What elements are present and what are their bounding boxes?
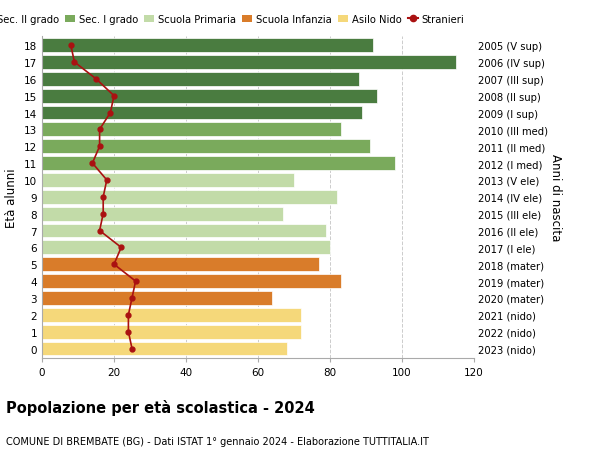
Bar (42, 190, 337, 204)
Bar (42, 308, 301, 322)
Bar (42, 174, 294, 187)
Bar (42, 291, 272, 305)
Y-axis label: Anni di nascita: Anni di nascita (549, 154, 562, 241)
Bar (42, 73, 359, 86)
Y-axis label: Età alunni: Età alunni (5, 168, 19, 227)
Bar (42, 224, 326, 238)
Text: COMUNE DI BREMBATE (BG) - Dati ISTAT 1° gennaio 2024 - Elaborazione TUTTITALIA.I: COMUNE DI BREMBATE (BG) - Dati ISTAT 1° … (6, 436, 429, 446)
Bar (42, 39, 373, 53)
Bar (42, 258, 319, 272)
Bar (42, 241, 330, 255)
Text: Popolazione per età scolastica - 2024: Popolazione per età scolastica - 2024 (6, 399, 315, 415)
Bar (42, 325, 301, 339)
Bar (42, 123, 341, 137)
Bar (42, 56, 456, 70)
Bar (42, 140, 370, 154)
Bar (42, 207, 283, 221)
Bar (42, 342, 287, 356)
Bar (42, 157, 395, 171)
Legend: Sec. II grado, Sec. I grado, Scuola Primaria, Scuola Infanzia, Asilo Nido, Stran: Sec. II grado, Sec. I grado, Scuola Prim… (0, 11, 468, 28)
Bar (42, 106, 362, 120)
Bar (42, 90, 377, 103)
Bar (42, 274, 341, 288)
